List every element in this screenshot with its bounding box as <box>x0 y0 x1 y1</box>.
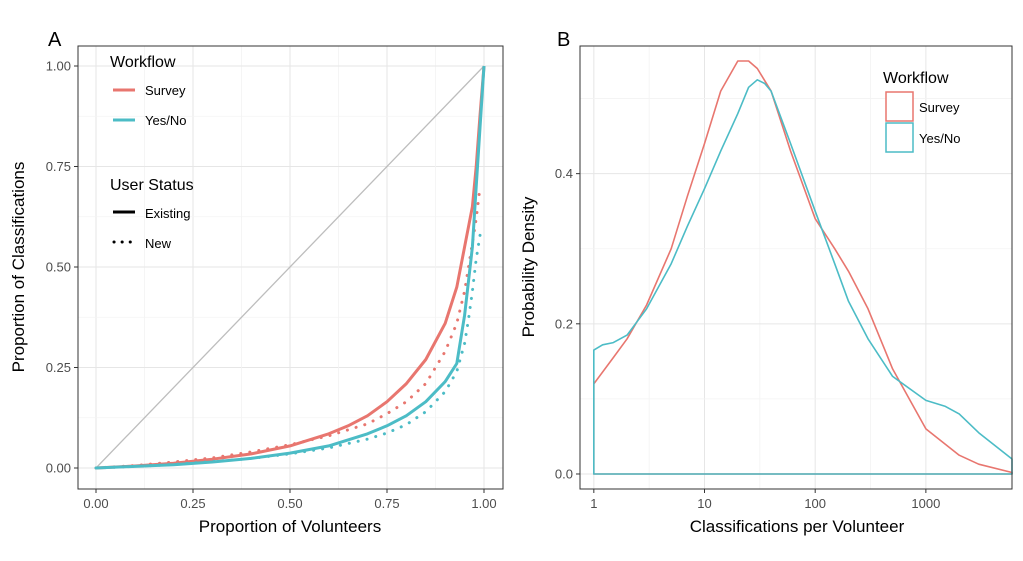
legend-label-new: New <box>145 236 172 251</box>
series-line-survey-existing <box>95 65 486 470</box>
panel-label: A <box>48 29 62 51</box>
diagonal-reference-line <box>95 65 485 469</box>
y-axis-label: Probability Density <box>519 196 538 337</box>
y-axis-label: Proportion of Classifications <box>9 162 28 373</box>
plot-border <box>579 45 1013 490</box>
legend-label-survey: Survey <box>145 83 186 98</box>
series-line-yes-no-new <box>94 233 482 470</box>
y-tick-label: 0.2 <box>555 316 573 331</box>
y-tick-label: 0.25 <box>46 360 71 375</box>
legend-key-survey <box>885 91 914 122</box>
legend: Workflow Survey Yes/No User Status Exist… <box>110 54 194 251</box>
x-tick-label: 10 <box>697 496 711 511</box>
legend-label-yes-no: Yes/No <box>145 113 186 128</box>
panel-a: A 0.00 0.25 0.50 0.75 1.00 0.00 0.25 0.50 0.75 1… <box>9 29 504 536</box>
y-tick-label: 0.75 <box>46 159 71 174</box>
legend-label-existing: Existing <box>145 206 191 221</box>
legend-title-workflow: Workflow <box>883 70 949 87</box>
legend-title-user-status: User Status <box>110 177 194 194</box>
x-tick-label: 100 <box>804 496 826 511</box>
legend: Workflow Survey Yes/No <box>883 70 960 153</box>
x-tick-label: 0.25 <box>180 496 205 511</box>
x-tick-label: 0.00 <box>83 496 108 511</box>
series-layer <box>593 60 1013 475</box>
density-curve-yes-no <box>593 79 1013 475</box>
legend-key-yes-no <box>885 122 914 153</box>
x-tick-label: 1000 <box>911 496 940 511</box>
y-tick-label: 0.4 <box>555 166 573 181</box>
x-axis-ticks: 0.00 0.25 0.50 0.75 1.00 <box>83 489 497 511</box>
x-axis-ticks: 1 10 100 1000 <box>590 489 940 511</box>
plot-area <box>580 46 1012 489</box>
y-tick-label: 0.50 <box>46 260 71 275</box>
reference-line <box>95 65 485 469</box>
x-axis-label: Classifications per Volunteer <box>690 517 905 536</box>
panel-b: B 1 10 100 1000 0.0 0.2 0.4 Classifications p… <box>519 29 1013 536</box>
x-tick-label: 0.50 <box>277 496 302 511</box>
legend-label-yes-no: Yes/No <box>919 131 960 146</box>
y-tick-label: 0.00 <box>46 461 71 476</box>
x-tick-label: 0.75 <box>374 496 399 511</box>
series-layer <box>94 65 486 470</box>
legend-title-workflow: Workflow <box>110 54 176 71</box>
y-tick-label: 1.00 <box>46 59 71 74</box>
x-tick-label: 1.00 <box>471 496 496 511</box>
y-tick-label: 0.0 <box>555 466 573 481</box>
x-tick-label: 1 <box>590 496 597 511</box>
x-axis-label: Proportion of Volunteers <box>199 517 381 536</box>
y-axis-ticks: 0.00 0.25 0.50 0.75 1.00 <box>46 59 78 476</box>
y-axis-ticks: 0.0 0.2 0.4 <box>555 166 580 481</box>
series-line-survey-new <box>94 185 482 470</box>
legend-label-survey: Survey <box>919 100 960 115</box>
panel-label: B <box>557 29 570 51</box>
